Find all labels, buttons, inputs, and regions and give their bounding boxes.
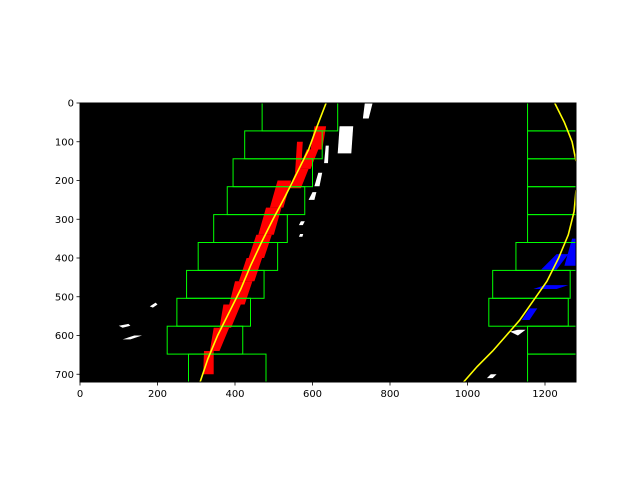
axes-frame — [79, 102, 577, 383]
left-lane-pixel-blob — [209, 327, 230, 351]
right-fit-line — [462, 190, 577, 383]
x-tick-label: 1000 — [455, 389, 480, 400]
other-pixel-blob — [118, 323, 131, 328]
right-lane-pixel-blob — [521, 308, 538, 320]
y-tick-label: 300 — [55, 215, 74, 226]
other-pixel-blob — [362, 103, 373, 119]
right-lane-pixel-blob — [541, 254, 569, 270]
x-tick-label: 400 — [225, 389, 244, 400]
left-fit-line — [199, 102, 327, 383]
x-tick-label: 1200 — [532, 389, 557, 400]
y-axis-ticks: 0 100 200 300 400 500 600 700 — [55, 99, 80, 381]
x-axis-ticks: 0 200 400 600 800 1000 1200 — [77, 382, 558, 400]
y-tick-label: 700 — [55, 370, 74, 381]
other-pixel-blob — [486, 374, 497, 379]
y-tick-label: 400 — [55, 254, 74, 265]
left-lane-pixel-blob — [289, 168, 309, 189]
x-tick-label: 200 — [148, 389, 167, 400]
other-pixel-blob — [314, 172, 323, 187]
y-tick-label: 200 — [55, 176, 74, 187]
y-tick-label: 0 — [68, 99, 74, 110]
other-pixel-blob — [324, 145, 329, 164]
left-lane-pixel-blob — [238, 258, 263, 282]
other-pixel-blob — [298, 221, 305, 226]
x-tick-label: 600 — [303, 389, 322, 400]
y-tick-label: 500 — [55, 292, 74, 303]
other-pixels — [118, 103, 526, 379]
left-lane-pixel-blob — [269, 180, 292, 208]
left-lane-pixel-blob — [203, 351, 214, 375]
other-pixel-blob — [308, 192, 317, 200]
y-tick-label: 100 — [55, 137, 74, 148]
x-tick-label: 800 — [380, 389, 399, 400]
other-pixel-blob — [510, 329, 526, 336]
other-pixel-blob — [149, 302, 158, 308]
right-lane-pixel-blob — [564, 238, 576, 266]
other-pixel-blob — [337, 126, 354, 154]
lane-fit-lines — [199, 102, 577, 383]
right-fit-line-upper — [553, 102, 577, 162]
right-lane-pixels — [521, 238, 576, 320]
y-tick-label: 600 — [55, 331, 74, 342]
other-pixel-blob — [122, 335, 142, 340]
other-pixel-blob — [298, 234, 304, 237]
x-tick-label: 0 — [77, 389, 83, 400]
